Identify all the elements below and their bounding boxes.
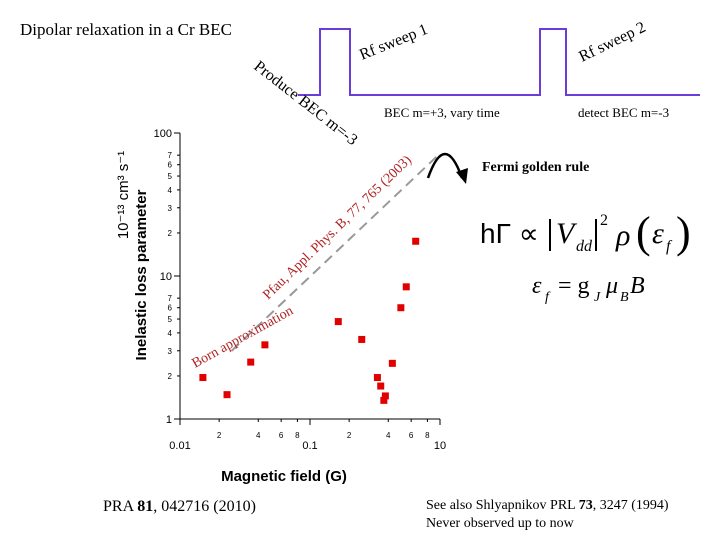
y-major-tick-label: 1 <box>166 414 172 426</box>
x-axis-label: Magnetic field (G) <box>221 468 347 485</box>
y-minor-tick-label: 5 <box>168 172 173 181</box>
y-minor-tick-label: 5 <box>168 315 173 324</box>
born-approximation-label: Born approximation <box>190 304 296 372</box>
x-minor-tick-label: 4 <box>386 431 391 440</box>
eq1-eps: ε <box>652 217 664 250</box>
theory-reference-label: Pfau, Appl. Phys. B, 77, 765 (2003) <box>260 153 415 303</box>
y-axis-label-main: Inelastic loss parameter <box>133 189 150 360</box>
reference-shlyapnikov: See also Shlyapnikov PRL 73, 3247 (1994)… <box>426 497 669 533</box>
y-major-tick-label: 10 <box>160 271 172 283</box>
y-minor-tick-label: 2 <box>168 372 173 381</box>
eq2-eps: ε <box>532 273 542 299</box>
y-minor-tick-label: 2 <box>168 229 173 238</box>
x-minor-tick-label: 6 <box>409 431 414 440</box>
eq2-mu-sub: B <box>620 290 629 305</box>
y-major-tick-label: 100 <box>154 128 172 140</box>
eq1-matrix: V <box>556 217 578 250</box>
fermi-arrow-head <box>456 168 468 184</box>
y-minor-tick-label: 4 <box>168 329 173 338</box>
y-minor-tick-label: 7 <box>168 294 173 303</box>
y-minor-tick-label: 4 <box>168 186 173 195</box>
equation-fermi-rate: hΓ ∝ V dd 2 ρ ( ε f ) <box>480 208 691 257</box>
x-minor-tick-label: 8 <box>425 431 430 440</box>
data-point <box>223 391 231 399</box>
data-point <box>381 392 389 400</box>
reference-pra: PRA 81, 042716 (2010) <box>103 498 256 515</box>
data-point <box>402 283 410 291</box>
y-minor-tick-label: 3 <box>168 204 173 213</box>
data-point <box>247 358 255 366</box>
data-point <box>358 335 366 343</box>
reference-shlyapnikov-line2: Never observed up to now <box>426 516 574 531</box>
eq2-equals: = g <box>558 273 590 299</box>
y-axis-label-unit: 10⁻¹³ cm³ s⁻¹ <box>115 151 132 239</box>
eq1-eps-sub: f <box>666 238 673 255</box>
detect-bec-label: detect BEC m=-3 <box>578 105 670 120</box>
reference-shlyapnikov-line1: See also Shlyapnikov PRL 73, 3247 (1994) <box>426 498 669 513</box>
bec-vary-time-label: BEC m=+3, vary time <box>384 105 500 120</box>
data-point <box>334 318 342 326</box>
eq2-mu: μ <box>605 273 618 299</box>
y-minor-tick-label: 6 <box>168 161 173 170</box>
eq1-close-paren: ) <box>676 208 691 257</box>
fermi-arrow <box>426 153 464 179</box>
eq1-rho: ρ <box>615 219 630 252</box>
data-point <box>388 359 396 367</box>
data-point <box>261 341 269 349</box>
data-point <box>199 374 207 382</box>
slide-title: Dipolar relaxation in a Cr BEC <box>20 20 232 39</box>
data-point <box>412 237 420 245</box>
data-points <box>199 237 420 404</box>
x-minor-tick-label: 6 <box>279 431 284 440</box>
x-minor-tick-label: 8 <box>295 431 300 440</box>
data-point <box>377 382 385 390</box>
rf-pulse-trace <box>298 28 700 96</box>
x-minor-tick-label: 4 <box>256 431 261 440</box>
x-major-tick-label: 0.01 <box>169 440 190 452</box>
eq2-eps-sub: f <box>545 290 551 305</box>
y-minor-tick-label: 7 <box>168 151 173 160</box>
x-major-tick-label: 10 <box>434 440 446 452</box>
eq1-open-paren: ( <box>636 208 651 257</box>
data-point <box>380 396 388 404</box>
y-minor-tick-label: 3 <box>168 347 173 356</box>
equations: hΓ ∝ V dd 2 ρ ( ε f ) ε f = g J μ B B <box>480 208 691 305</box>
x-major-tick-label: 0.1 <box>302 440 317 452</box>
data-point <box>397 304 405 312</box>
eq1-lhs: hΓ ∝ <box>480 218 539 249</box>
equation-zeeman: ε f = g J μ B B <box>532 273 645 305</box>
eq1-power: 2 <box>600 212 608 229</box>
eq2-g-sub: J <box>594 290 601 305</box>
data-point <box>373 374 381 382</box>
eq1-matrix-sub: dd <box>576 238 593 255</box>
x-minor-tick-label: 2 <box>347 431 352 440</box>
fermi-golden-rule-label: Fermi golden rule <box>482 160 590 175</box>
eq2-b: B <box>630 273 645 299</box>
x-minor-tick-label: 2 <box>217 431 222 440</box>
y-minor-tick-label: 6 <box>168 304 173 313</box>
